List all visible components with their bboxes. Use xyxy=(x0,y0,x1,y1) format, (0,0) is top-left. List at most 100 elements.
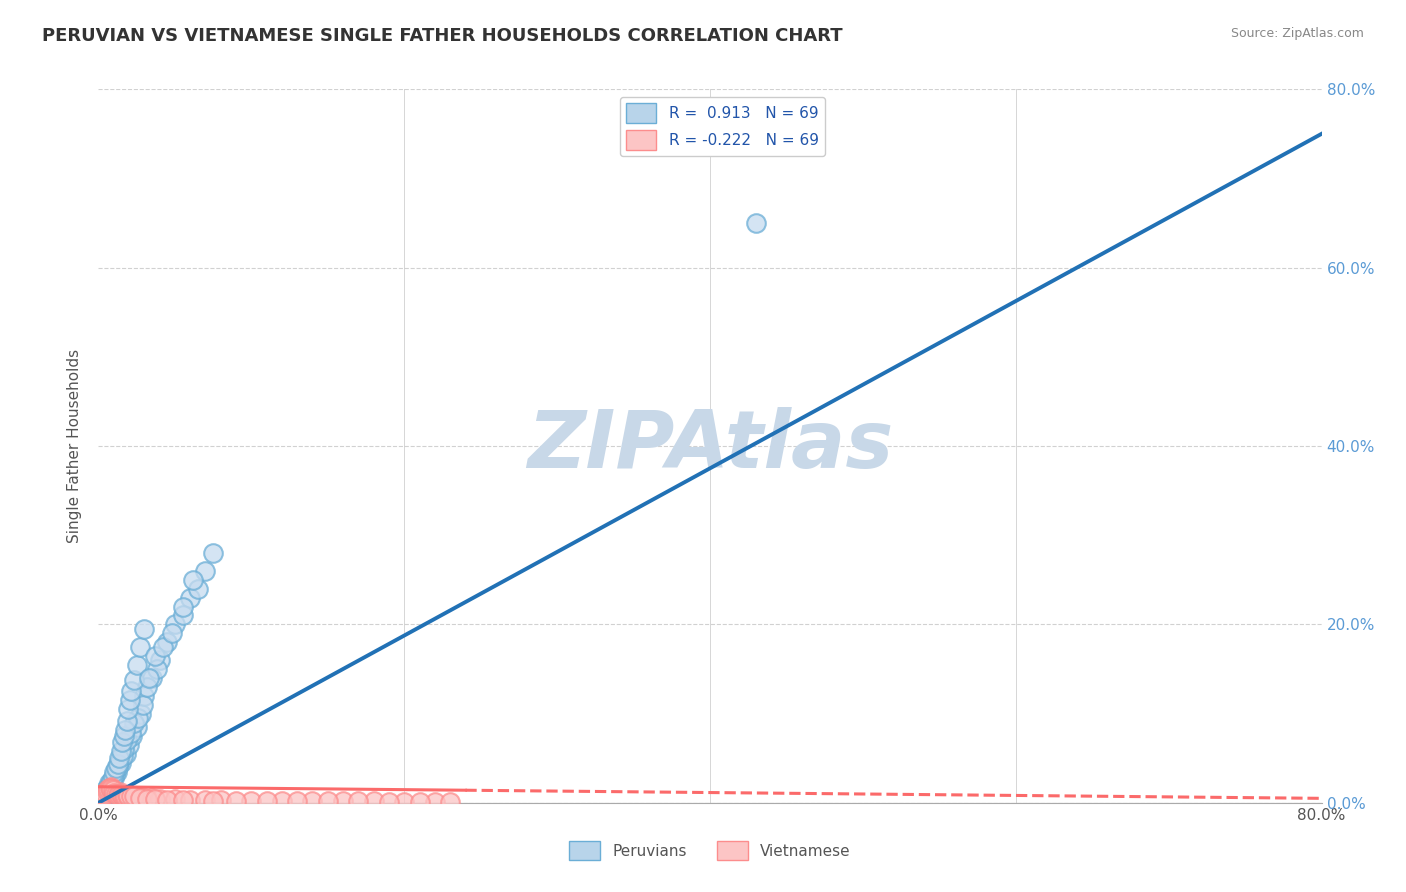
Point xyxy=(107,760,129,774)
Point xyxy=(105,761,128,775)
Point xyxy=(122,789,145,803)
Point xyxy=(91,791,114,805)
Point xyxy=(93,789,115,804)
Point xyxy=(163,792,186,806)
Text: ZIPAtlas: ZIPAtlas xyxy=(527,407,893,485)
Point xyxy=(110,744,132,758)
Point xyxy=(103,765,125,780)
Point xyxy=(101,783,124,797)
Point xyxy=(107,756,129,771)
Point xyxy=(194,564,217,578)
Point xyxy=(103,784,125,798)
Point xyxy=(112,789,135,804)
Point xyxy=(136,792,159,806)
Point xyxy=(172,793,194,806)
Point xyxy=(90,793,112,807)
Point xyxy=(101,782,124,797)
Point xyxy=(103,771,125,785)
Point xyxy=(172,599,194,614)
Point xyxy=(118,738,141,752)
Point xyxy=(141,671,163,685)
Point xyxy=(134,689,156,703)
Point xyxy=(115,714,138,728)
Point xyxy=(111,735,134,749)
Point xyxy=(111,789,134,803)
Point xyxy=(136,680,159,694)
Point xyxy=(97,780,120,794)
Point xyxy=(98,778,121,792)
Point xyxy=(270,794,294,808)
Point xyxy=(202,546,225,560)
Point xyxy=(138,671,160,685)
Point xyxy=(149,653,172,667)
Point xyxy=(110,787,132,801)
Point xyxy=(316,795,339,808)
Point xyxy=(141,791,163,805)
Point xyxy=(93,788,115,802)
Point xyxy=(98,776,121,790)
Point xyxy=(121,729,143,743)
Point xyxy=(96,784,118,798)
Point xyxy=(392,795,416,809)
Point xyxy=(181,573,204,587)
Point xyxy=(301,794,323,808)
Point xyxy=(156,635,179,649)
Point xyxy=(115,747,138,761)
Point xyxy=(110,788,132,802)
Point xyxy=(91,792,114,806)
Point xyxy=(120,726,142,740)
Point xyxy=(120,789,142,803)
Point xyxy=(115,789,138,803)
Y-axis label: Single Father Households: Single Father Households xyxy=(67,349,83,543)
Point xyxy=(256,794,278,808)
Point xyxy=(194,793,217,807)
Point xyxy=(179,591,201,605)
Point xyxy=(117,788,139,802)
Point xyxy=(105,764,128,779)
Point xyxy=(98,781,121,796)
Point xyxy=(285,794,308,808)
Point xyxy=(90,791,112,805)
Point xyxy=(439,795,461,809)
Point xyxy=(160,626,183,640)
Point xyxy=(122,715,145,730)
Point xyxy=(134,791,156,805)
Point xyxy=(117,789,139,803)
Point xyxy=(132,698,155,712)
Point xyxy=(745,216,768,230)
Point xyxy=(91,790,114,805)
Point xyxy=(423,795,446,809)
Point xyxy=(94,786,117,800)
Point xyxy=(143,648,166,663)
Point xyxy=(108,751,131,765)
Text: PERUVIAN VS VIETNAMESE SINGLE FATHER HOUSEHOLDS CORRELATION CHART: PERUVIAN VS VIETNAMESE SINGLE FATHER HOU… xyxy=(42,27,842,45)
Point xyxy=(163,617,186,632)
Point xyxy=(408,795,430,809)
Point xyxy=(132,622,155,636)
Point xyxy=(101,773,124,788)
Point xyxy=(363,795,385,808)
Point xyxy=(187,582,209,596)
Point xyxy=(97,781,120,796)
Point xyxy=(104,785,127,799)
Point xyxy=(110,756,132,770)
Point xyxy=(94,785,117,799)
Point xyxy=(149,792,172,806)
Point xyxy=(93,787,115,801)
Point xyxy=(112,742,135,756)
Point xyxy=(112,729,135,743)
Point xyxy=(114,723,136,737)
Point xyxy=(105,787,128,801)
Point xyxy=(111,749,134,764)
Point xyxy=(96,784,118,798)
Point xyxy=(152,640,174,654)
Point xyxy=(127,657,149,672)
Point xyxy=(240,794,263,808)
Point xyxy=(105,787,128,801)
Point xyxy=(209,793,232,807)
Point xyxy=(107,786,129,800)
Point xyxy=(97,783,120,797)
Point xyxy=(101,770,124,784)
Point xyxy=(117,733,139,747)
Point xyxy=(91,789,114,803)
